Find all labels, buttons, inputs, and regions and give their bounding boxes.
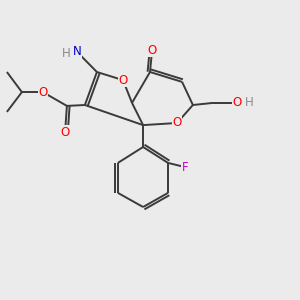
Text: O: O (61, 125, 70, 139)
Text: N: N (73, 45, 82, 58)
Text: O: O (148, 44, 157, 57)
Text: O: O (172, 116, 182, 130)
Text: F: F (182, 160, 188, 174)
Text: O: O (38, 85, 47, 99)
Text: O: O (118, 74, 127, 87)
Text: O: O (232, 96, 242, 110)
Text: H: H (245, 96, 254, 110)
Text: H: H (62, 47, 71, 60)
